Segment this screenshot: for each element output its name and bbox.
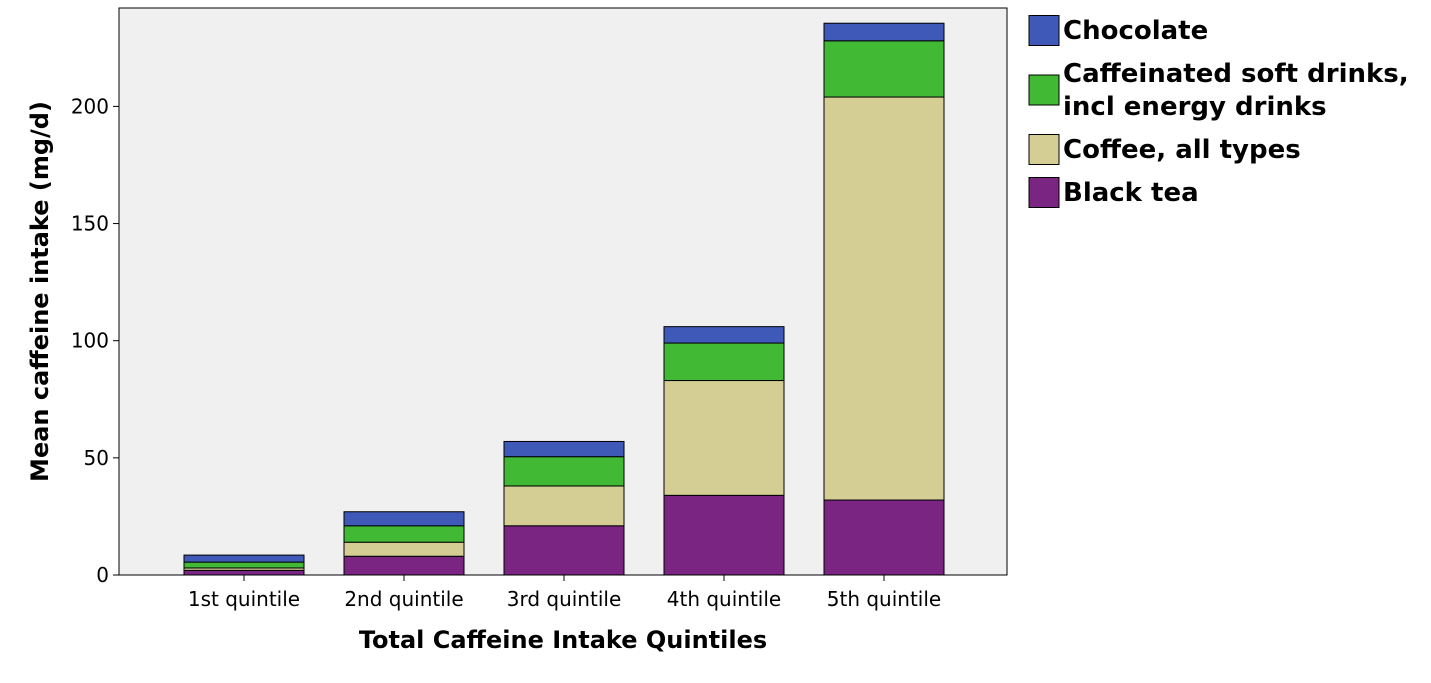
x-tick-label: 1st quintile (188, 587, 300, 611)
y-tick-label: 200 (71, 94, 109, 118)
legend-label: Black tea (1063, 178, 1199, 208)
y-tick-label: 150 (71, 212, 109, 236)
bar-segment-q2-s4 (343, 511, 465, 527)
legend-swatch (1028, 15, 1060, 46)
bar-segment-q5-s1 (823, 499, 945, 576)
bar-segment-q5-s3 (823, 40, 945, 98)
x-tick-label: 5th quintile (827, 587, 941, 611)
bar-segment-q1-s1 (183, 569, 305, 576)
y-tick-label: 100 (71, 329, 109, 353)
bar-segment-q1-s4 (183, 554, 305, 563)
bar-segment-q4-s4 (663, 326, 785, 344)
bar-segment-q4-s1 (663, 494, 785, 576)
legend-label: Caffeinated soft drinks, (1063, 59, 1409, 89)
y-tick-label: 50 (84, 446, 109, 470)
bar-segment-q1-s3 (183, 561, 305, 569)
legend-label: Coffee, all types (1063, 135, 1301, 165)
axes-layer: 0 50 100 150 200 1st quintile 2nd quintile 3rd … (71, 8, 1007, 611)
x-axis-title: Total Caffeine Intake Quintiles (359, 626, 767, 654)
legend: Chocolate Caffeinated soft drinks,incl en… (1028, 15, 1409, 208)
legend-swatch (1028, 74, 1060, 106)
bar-segment-q3-s3 (503, 456, 625, 487)
bar-segment-q5-s2 (823, 96, 945, 501)
bar-segment-q2-s2 (343, 541, 465, 557)
x-tick-label: 4th quintile (667, 587, 781, 611)
legend-label: incl energy drinks (1063, 92, 1327, 122)
x-tick-label: 2nd quintile (344, 587, 463, 611)
bar-segment-q4-s3 (663, 342, 785, 382)
bar-segment-q2-s1 (343, 555, 465, 576)
y-axis-title: Mean caffeine intake (mg/d) (26, 101, 54, 482)
y-tick-label: 0 (96, 563, 109, 587)
legend-swatch (1028, 177, 1060, 208)
bar-segment-q2-s3 (343, 525, 465, 543)
bars-layer (183, 22, 945, 576)
legend-label: Chocolate (1063, 16, 1208, 46)
bar-segment-q4-s2 (663, 380, 785, 496)
bar-segment-q3-s2 (503, 485, 625, 527)
legend-swatch (1028, 134, 1060, 165)
bar-segment-q3-s1 (503, 525, 625, 576)
x-tick-label: 3rd quintile (507, 587, 622, 611)
bar-segment-q3-s4 (503, 440, 625, 458)
bar-segment-q5-s4 (823, 22, 945, 42)
